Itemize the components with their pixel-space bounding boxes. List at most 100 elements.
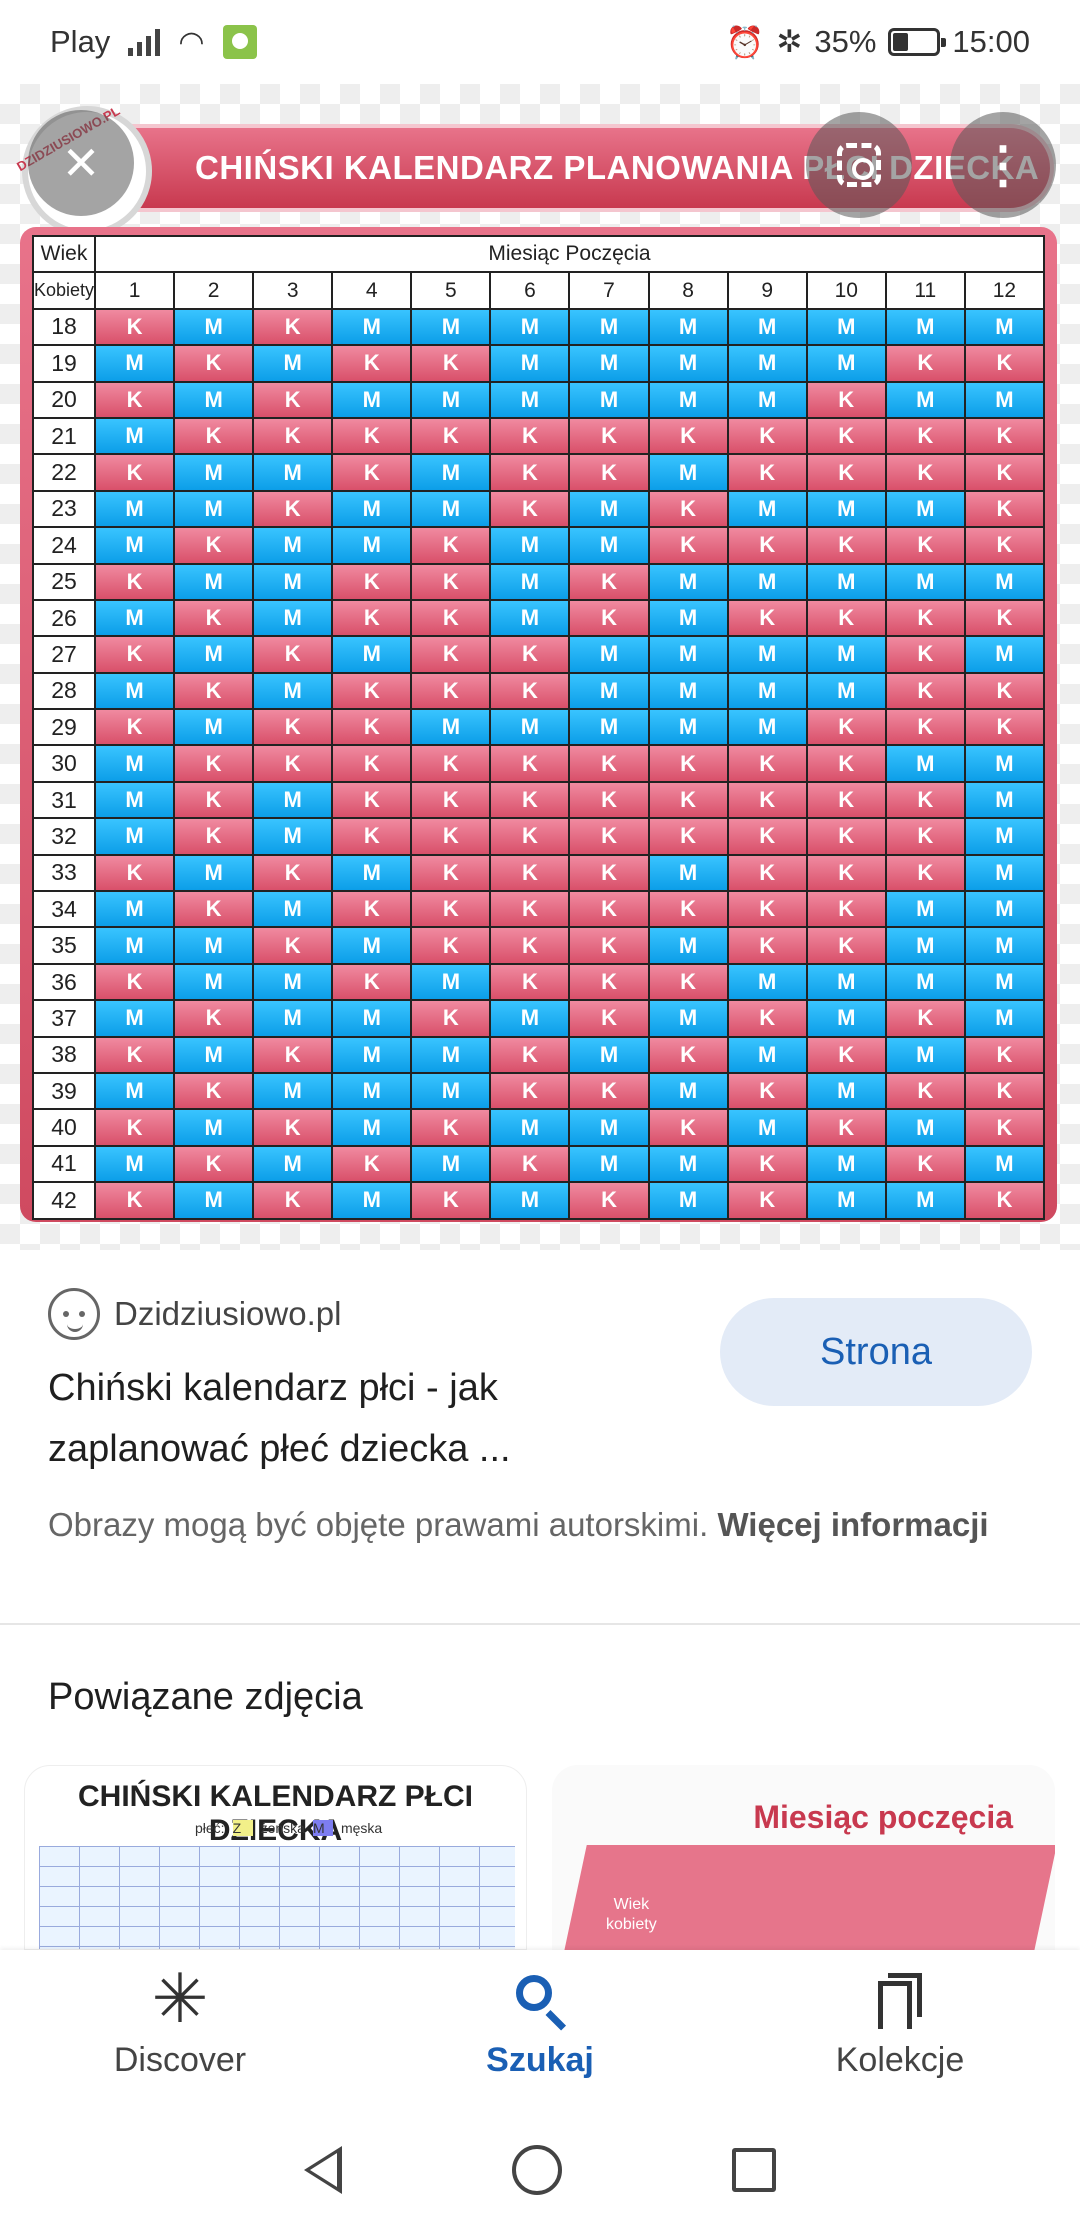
gender-cell: K [568, 453, 650, 492]
gender-cell: M [647, 380, 729, 419]
gender-cell: M [489, 344, 571, 383]
gender-cell: M [647, 853, 729, 893]
gender-cell: M [568, 307, 650, 347]
back-icon[interactable] [304, 2146, 342, 2194]
month-header-cell: 8 [647, 271, 729, 310]
gender-cell: K [884, 817, 966, 856]
gender-cell: K [173, 598, 255, 638]
gender-cell: M [173, 962, 255, 1002]
gender-cell: K [726, 1071, 808, 1111]
gender-cell: K [726, 526, 808, 565]
gender-cell: M [568, 344, 650, 383]
gender-cell: M [963, 962, 1046, 1002]
month-header-cell: 7 [568, 271, 650, 310]
gender-cell: K [647, 416, 729, 456]
nav-discover[interactable]: ✳ Discover [113, 1960, 247, 2079]
source[interactable]: Dzidziusiowo.pl [48, 1288, 341, 1340]
age-cell: 38 [32, 1035, 96, 1074]
gender-cell: K [331, 671, 413, 711]
bluetooth-icon: ✲ [776, 24, 803, 59]
gender-cell: K [410, 744, 492, 783]
gender-cell: K [93, 635, 176, 674]
gender-cell: M [93, 1144, 176, 1184]
gender-cell: M [173, 453, 255, 492]
age-cell: 30 [32, 744, 96, 783]
gender-cell: M [252, 526, 334, 565]
more-info-link[interactable]: Więcej informacji [717, 1506, 989, 1543]
gender-cell: M [647, 999, 729, 1038]
age-cell: 28 [32, 671, 96, 711]
table-row: 20 K M K M M M M M M K M M [32, 380, 1046, 419]
table-row: 28 M K M K K K M M M M K K [32, 671, 1046, 711]
gender-cell: K [173, 1144, 255, 1184]
gender-cell: K [568, 416, 650, 456]
gender-cell: M [410, 1071, 492, 1111]
image-viewer[interactable]: CHIŃSKI KALENDARZ PLANOWANIA PŁCI DZIECK… [0, 84, 1080, 1250]
gender-cell: M [568, 380, 650, 419]
gender-cell: M [410, 1144, 492, 1184]
gender-cell: K [726, 598, 808, 638]
gender-cell: M [252, 562, 334, 601]
gender-cell: M [173, 307, 255, 347]
visit-page-button[interactable]: Strona [720, 1298, 1032, 1406]
table-row: 36 K M M K M K K K M M M M [32, 962, 1046, 1002]
gender-cell: K [331, 562, 413, 601]
home-icon[interactable] [512, 2145, 562, 2195]
gender-cell: K [252, 926, 334, 965]
nav-collections[interactable]: Kolekcje [720, 1950, 1080, 2100]
gender-cell: K [805, 453, 887, 492]
gender-cell: M [805, 962, 887, 1002]
gender-cell: M [884, 380, 966, 419]
gender-cell: M [884, 890, 966, 929]
gender-cell: K [568, 817, 650, 856]
table-row: 26 M K M K K M K M K K K K [32, 598, 1046, 638]
related-thumbnail-2[interactable]: Miesiąc poczęcia Wiek kobiety [552, 1765, 1055, 1950]
gender-cell: K [410, 853, 492, 893]
gender-cell: K [410, 999, 492, 1038]
result-title[interactable]: Chiński kalendarz płci - jak zaplanować … [48, 1367, 511, 1470]
age-cell: 18 [32, 307, 96, 347]
gender-cell: M [726, 1035, 808, 1074]
close-icon: ✕ [61, 137, 101, 189]
related-thumbnail-1[interactable]: CHIŃSKI KALENDARZ PŁCI DZIECKA płeć: Z ż… [24, 1765, 527, 1950]
gender-cell: M [93, 780, 176, 820]
gender-cell: M [489, 1108, 571, 1147]
gender-cell: K [173, 780, 255, 820]
gender-cell: K [173, 744, 255, 783]
age-cell: 21 [32, 416, 96, 456]
gender-cell: K [93, 1181, 176, 1220]
gender-cell: M [410, 1035, 492, 1074]
age-header: Wiek [32, 234, 96, 274]
recents-icon[interactable] [732, 2148, 776, 2192]
gender-cell: M [884, 926, 966, 965]
lens-button[interactable] [806, 112, 912, 218]
gender-cell: M [884, 489, 966, 529]
gender-cell: M [963, 635, 1046, 674]
gender-cell: M [568, 1035, 650, 1074]
gender-cell: K [726, 890, 808, 929]
gender-cell: K [726, 926, 808, 965]
gender-cell: M [331, 1035, 413, 1074]
gender-cell: M [647, 307, 729, 347]
gender-cell: M [568, 526, 650, 565]
gender-cell: K [173, 416, 255, 456]
gender-cell: M [805, 344, 887, 383]
age-cell: 36 [32, 962, 96, 1002]
gender-cell: M [331, 999, 413, 1038]
gender-cell: K [410, 671, 492, 711]
gender-cell: M [726, 562, 808, 601]
gender-cell: M [410, 453, 492, 492]
gender-cell: M [93, 817, 176, 856]
gender-cell: K [884, 999, 966, 1038]
gender-cell: K [726, 999, 808, 1038]
more-options-button[interactable]: ⋮ [950, 112, 1056, 218]
gender-cell: M [252, 598, 334, 638]
gender-cell: K [963, 489, 1046, 529]
gender-cell: M [173, 489, 255, 529]
close-button[interactable]: ✕ [28, 110, 134, 216]
nav-search[interactable]: Szukaj [360, 1950, 720, 2100]
gender-cell: K [410, 1108, 492, 1147]
age-cell: 22 [32, 453, 96, 492]
gender-cell: M [93, 671, 176, 711]
gender-cell: M [647, 598, 729, 638]
